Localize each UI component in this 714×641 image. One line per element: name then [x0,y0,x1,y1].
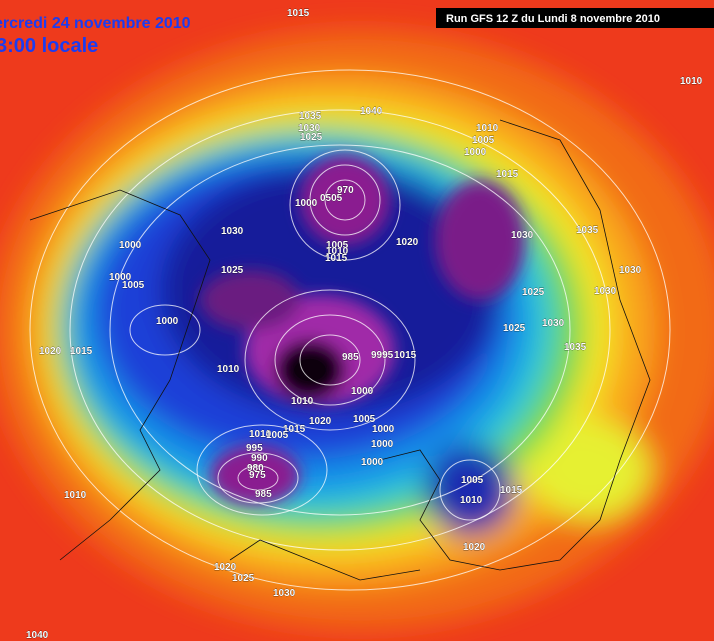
isobar-label: 1000 [119,240,142,251]
isobar-label: 975 [249,470,266,481]
isobar-label: 1015 [500,485,523,496]
run-box [436,8,714,28]
isobar-label: 0505 [320,193,343,204]
coastlines [29,119,651,581]
isobar-label: 1005 [266,430,289,441]
isobar-label: 1030 [298,123,321,134]
isobar-label: 1010 [680,76,703,87]
isobar-label: 1005 [472,135,495,146]
isobar-label: 1020 [309,416,332,427]
isobar-label: 1000 [464,147,487,158]
isobar-label: 1020 [463,542,486,553]
isobar-label: 1010 [64,490,87,501]
isobar-label: 1020 [396,237,419,248]
isobar-label: 1000 [372,424,395,435]
isobar-label: 1015 [325,253,348,264]
isobar-label: 1010 [291,396,314,407]
isobar-label: 1000 [109,272,132,283]
isobar-label: 970 [337,185,354,196]
isobar-label: 1040 [360,106,383,117]
isobar-label: 1010 [249,429,272,440]
isobar-label: 990 [251,453,268,464]
isobar-label: 1000 [295,198,318,209]
isobar-label: 1030 [511,230,534,241]
isobar-label: 1005 [353,414,376,425]
isobar-label: 1005 [122,280,145,291]
isobar-label: 1010 [476,123,499,134]
isobar-label: 1035 [564,342,587,353]
isobar-label: 995 [246,443,263,454]
isobar-label: 1020 [214,562,237,573]
isobar-label: 1040 [26,630,49,641]
forecast-date: ercredi 24 novembre 2010 [0,15,191,32]
isobar-label: 1000 [371,439,394,450]
isobar-label: 1025 [503,323,526,334]
run-info: Run GFS 12 Z du Lundi 8 novembre 2010 [446,13,660,25]
isobar-label: 1030 [619,265,642,276]
isobar-label: 1015 [283,424,306,435]
isobar-label: 1000 [156,316,179,327]
isobar-label: 985 [342,352,359,363]
isobar-label: 980 [247,463,264,474]
isobar-label: 1010 [460,495,483,506]
isobar-label: 985 [255,489,272,500]
isobar-label: 1000 [361,457,384,468]
isobar-label: 1015 [496,169,519,180]
forecast-time: 3:00 locale [0,35,98,57]
isobar-label: 1015 [70,346,93,357]
isobar-label: 1030 [221,226,244,237]
isobars [29,69,671,591]
isobar-label: 1015 [394,350,417,361]
isobar-label: 1005 [326,240,349,251]
isobar-label: 1000 [351,386,374,397]
isobar-label: 1015 [287,8,310,19]
isobar-label: 1030 [542,318,565,329]
isobar-label: 1025 [232,573,255,584]
isobar-label: 1030 [273,588,296,599]
isobar-label: 1035 [299,111,322,122]
isobar-label: 1025 [300,132,323,143]
isobar-label: 1005 [461,475,484,486]
isobar-label: 9995 [371,350,394,361]
isobar-label: 1025 [522,287,545,298]
isobar-label: 1025 [221,265,244,276]
isobar-label: 1035 [576,225,599,236]
isobar-label: 1010 [326,246,349,257]
isobar-label: 1030 [594,286,617,297]
isobar-label: 1020 [39,346,62,357]
isobar-label: 1010 [217,364,240,375]
